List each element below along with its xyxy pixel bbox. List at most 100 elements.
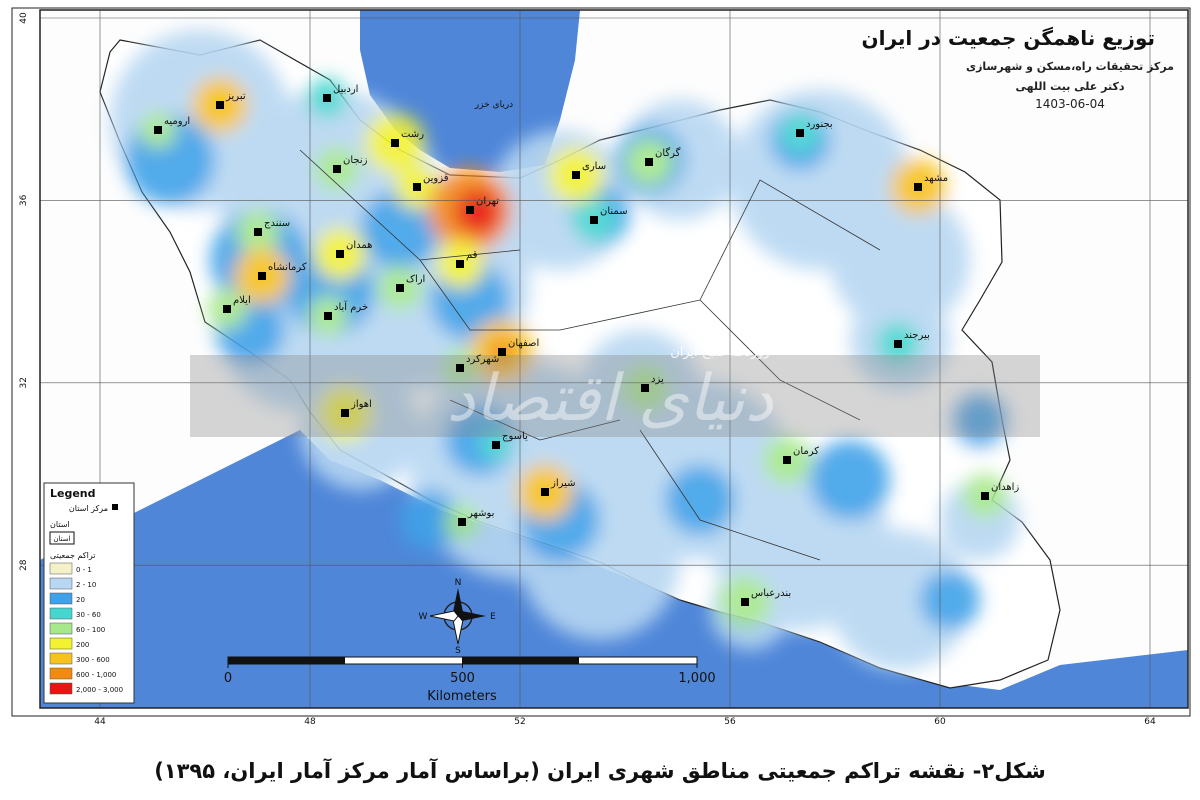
city-marker	[641, 384, 649, 392]
city-marker	[216, 101, 224, 109]
city-marker	[541, 488, 549, 496]
legend-swatch	[49, 667, 73, 680]
city-marker	[894, 340, 902, 348]
map-frame	[39, 9, 1189, 709]
city-label: ایلام	[233, 295, 251, 306]
city-label: بیرجند	[904, 330, 930, 341]
legend-label: 2 - 10	[76, 581, 96, 589]
city-marker	[741, 598, 749, 606]
legend-swatch	[49, 682, 73, 695]
city-marker	[333, 165, 341, 173]
watermark-band	[190, 355, 1040, 437]
city-label: یزد	[651, 374, 664, 385]
lat-tick-label: 36	[19, 194, 29, 206]
city-marker	[254, 228, 262, 236]
map-area: روزنامه صبح ایران دنیای اقتصاد دریای خزر…	[40, 10, 1188, 708]
lat-tick-label: 32	[19, 377, 29, 388]
city-marker	[981, 492, 989, 500]
legend-capital-label: مرکز استان	[69, 504, 108, 513]
city-label: شیراز	[550, 478, 576, 489]
city-label: یاسوج	[502, 431, 528, 442]
city-label: همدان	[346, 240, 372, 251]
city-label: خرم آباد	[334, 300, 368, 313]
legend-boundary-swatch	[49, 531, 75, 545]
city-marker	[391, 139, 399, 147]
lat-tick-label: 28	[19, 559, 29, 571]
legend-label: 200	[76, 641, 89, 649]
city-marker	[492, 441, 500, 449]
lon-tick-label: 60	[934, 717, 946, 727]
city-label: اردبیل	[333, 84, 358, 95]
city-marker	[466, 206, 474, 214]
density-blob	[454, 188, 502, 236]
outer-frame	[11, 7, 1191, 717]
legend-label: 0 - 1	[76, 566, 92, 574]
city-label: تهران	[476, 196, 499, 207]
city-marker	[258, 272, 266, 280]
city-marker	[324, 312, 332, 320]
sea-label: دریای خزر	[474, 100, 513, 110]
city-label: ساری	[582, 161, 606, 172]
legend-label: 20	[76, 596, 85, 604]
city-label: بوشهر	[467, 508, 494, 519]
lon-tick-label: 44	[94, 717, 106, 727]
compass-label: E	[490, 612, 496, 622]
city-marker	[413, 183, 421, 191]
city-label: بجنورد	[806, 119, 833, 130]
city-label: گرگان	[655, 147, 681, 159]
legend-capital-icon	[112, 504, 118, 510]
city-label: زنجان	[343, 155, 368, 166]
compass: N E S W	[419, 578, 497, 656]
city-label: کرمانشاه	[268, 262, 307, 273]
legend-swatch	[49, 652, 73, 665]
city-marker	[336, 250, 344, 258]
city-marker	[223, 305, 231, 313]
city-label: ارومیه	[164, 116, 190, 127]
legend-swatch	[49, 637, 73, 650]
legend-swatch	[49, 607, 73, 620]
graticule	[40, 10, 1188, 708]
city-marker	[456, 364, 464, 372]
scale-label: 0	[224, 671, 232, 686]
density-surface	[110, 30, 1020, 670]
gulf-sea	[40, 430, 1188, 708]
legend-swatch	[49, 562, 73, 575]
legend-title: Legend	[50, 487, 96, 500]
city-label: سمنان	[600, 206, 628, 217]
scale-unit: Kilometers	[427, 689, 497, 704]
city-label: شهرکرد	[466, 354, 499, 365]
compass-label: W	[419, 612, 428, 622]
lon-tick-label: 64	[1144, 717, 1156, 727]
legend-label: 2,000 - 3,000	[76, 686, 123, 694]
city-label: سنندج	[264, 218, 290, 229]
density-blob	[360, 190, 440, 270]
city-marker	[590, 216, 598, 224]
city-marker	[498, 348, 506, 356]
city-marker	[796, 129, 804, 137]
density-blob	[665, 465, 735, 535]
title-block: توزیع ناهمگن جمعیت در ایران مرکز تحقیقات…	[862, 26, 1174, 111]
figure-caption: شکل۲- نقشه تراکم جمعیتی مناطق شهری ایران…	[154, 758, 1046, 783]
legend-label: 30 - 60	[76, 611, 101, 619]
legend-boundary-label: استان	[53, 535, 70, 543]
city-marker	[572, 171, 580, 179]
legend-label: 300 - 600	[76, 656, 110, 664]
lon-tick-label: 52	[514, 717, 525, 727]
lat-tick-label: 40	[19, 12, 29, 24]
lon-tick-label: 56	[724, 717, 736, 727]
city-marker	[456, 260, 464, 268]
city-label: بندرعباس	[751, 588, 791, 599]
city-label: کرمان	[793, 446, 819, 457]
map-title: توزیع ناهمگن جمعیت در ایران	[862, 26, 1155, 50]
city-label: اهواز	[350, 399, 372, 410]
legend-swatch	[49, 622, 73, 635]
city-label: زاهدان	[991, 482, 1019, 493]
density-blob	[830, 190, 970, 330]
density-blob	[810, 440, 890, 520]
legend: Legend مرکز استان استان استان تراکم جمعی…	[43, 482, 135, 704]
legend-swatch	[49, 577, 73, 590]
city-label: مشهد	[924, 173, 948, 184]
legend-label: 600 - 1,000	[76, 671, 116, 679]
